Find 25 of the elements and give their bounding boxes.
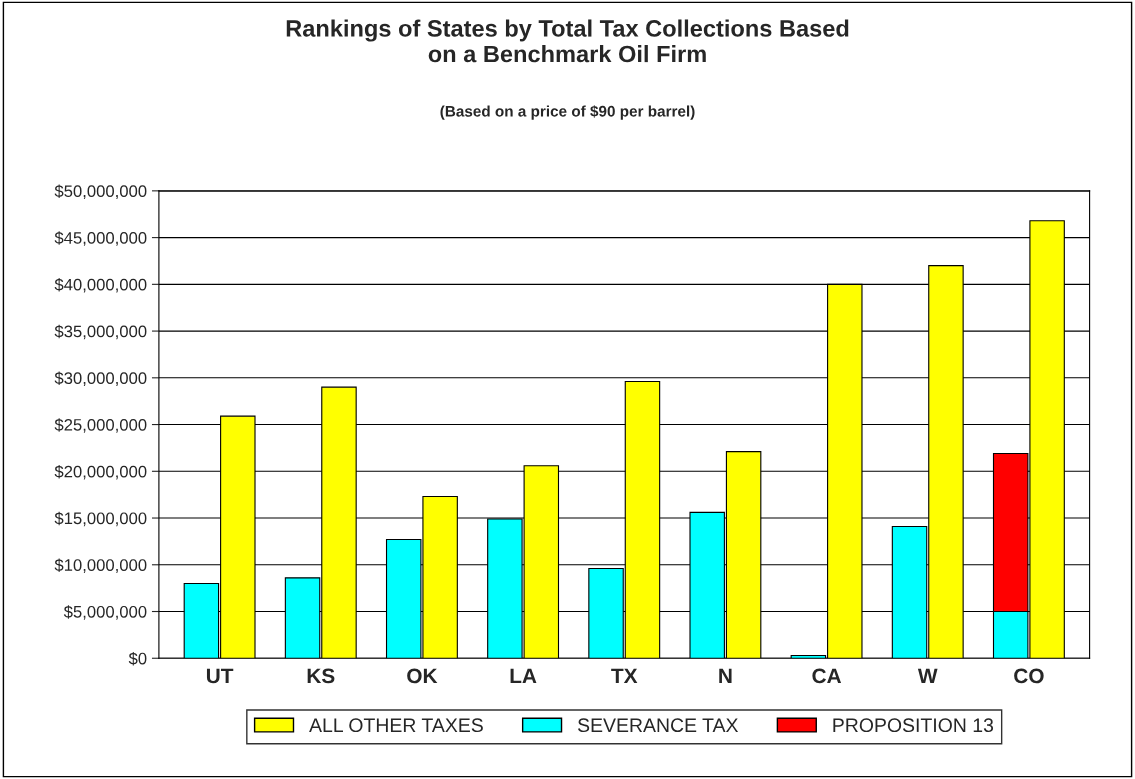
x-tick-label: LA [510,668,537,684]
y-tick-label: $15,000,000 [54,511,147,527]
y-tick-label: $40,000,000 [54,278,147,293]
x-tick-label: TX [611,668,638,684]
x-tick-label: OK [407,668,438,684]
y-tick-label: $35,000,000 [54,324,147,340]
legend-label: SEVERANCE TAX [577,718,739,733]
legend-label: PROPOSITION 13 [833,718,994,733]
y-tick-label: $45,000,000 [54,231,147,246]
x-tick-label: KS [307,668,335,684]
legend-label: ALL OTHER TAXES [309,718,483,733]
y-tick-label: $50,000,000 [54,184,147,200]
x-tick-label: UT [206,668,234,684]
x-tick-label: CO [1014,668,1044,684]
y-tick-label: $30,000,000 [54,371,147,386]
y-tick-label: $0 [128,651,147,666]
y-tick-label: $5,000,000 [63,605,147,620]
y-tick-label: $10,000,000 [54,558,147,573]
x-tick-label: N [719,668,732,684]
chart-subtitle: (Based on a price of $90 per barrel) [440,105,695,120]
x-tick-label: CA [812,668,842,684]
y-tick-label: $25,000,000 [54,418,147,433]
chart-title: Rankings of States by Total Tax Collections Based on a Benchmark Oil Firm [286,19,849,63]
x-tick-label: W [917,668,938,684]
y-tick-label: $20,000,000 [54,465,147,480]
